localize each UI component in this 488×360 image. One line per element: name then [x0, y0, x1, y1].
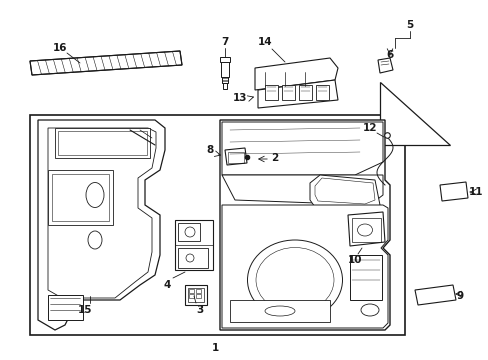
Bar	[227, 152, 244, 163]
Polygon shape	[258, 80, 337, 108]
Text: 15: 15	[78, 305, 92, 315]
Bar	[222, 77, 227, 83]
Bar	[52, 174, 109, 221]
Bar	[196, 289, 201, 293]
Bar	[196, 294, 201, 298]
Bar	[30, 115, 404, 335]
Polygon shape	[222, 205, 387, 328]
Bar	[282, 85, 294, 100]
Text: 16: 16	[53, 43, 67, 53]
Bar	[178, 223, 200, 241]
Bar	[48, 295, 83, 320]
Bar	[264, 85, 278, 100]
Text: 5: 5	[406, 20, 413, 30]
Polygon shape	[220, 120, 389, 330]
Bar	[223, 83, 226, 89]
Text: 12: 12	[362, 123, 376, 133]
Bar	[187, 288, 203, 302]
Polygon shape	[347, 212, 384, 246]
Polygon shape	[379, 82, 449, 145]
Bar	[189, 294, 194, 298]
Text: 13: 13	[232, 93, 247, 103]
Bar	[351, 218, 380, 242]
Polygon shape	[224, 148, 246, 165]
Polygon shape	[38, 120, 164, 330]
Text: 6: 6	[386, 50, 393, 60]
Bar	[58, 131, 147, 155]
Text: 2: 2	[271, 153, 278, 163]
Bar	[298, 85, 311, 100]
Polygon shape	[222, 175, 382, 205]
Bar	[220, 57, 229, 62]
Bar	[221, 57, 228, 77]
Text: 9: 9	[455, 291, 463, 301]
Bar	[184, 285, 206, 305]
Bar	[315, 85, 328, 100]
Text: 3: 3	[196, 305, 203, 315]
Polygon shape	[414, 285, 455, 305]
Polygon shape	[30, 51, 182, 75]
Text: 10: 10	[347, 255, 362, 265]
Bar	[48, 170, 113, 225]
Bar	[175, 220, 213, 270]
Bar	[178, 248, 207, 268]
Bar	[349, 255, 381, 300]
Bar	[55, 128, 150, 158]
Text: 11: 11	[468, 187, 482, 197]
Polygon shape	[377, 58, 392, 73]
Bar	[189, 289, 194, 293]
Polygon shape	[222, 122, 382, 175]
Polygon shape	[439, 182, 467, 201]
Text: 14: 14	[257, 37, 272, 47]
Bar	[229, 300, 329, 322]
Text: 7: 7	[221, 37, 228, 47]
Text: 4: 4	[163, 280, 170, 290]
Text: 1: 1	[211, 343, 218, 353]
Polygon shape	[309, 175, 379, 210]
Polygon shape	[254, 58, 337, 90]
Text: 8: 8	[206, 145, 213, 155]
